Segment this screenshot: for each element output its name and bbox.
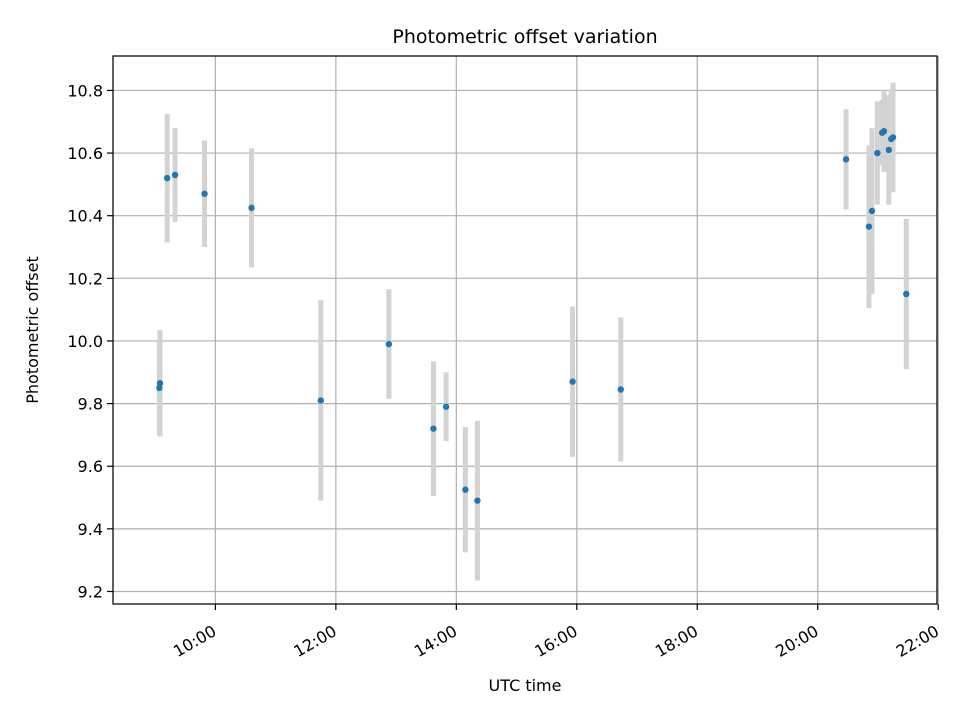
data-point: [248, 204, 255, 212]
data-point: [617, 386, 624, 393]
plot-frame: [112, 55, 938, 605]
y-tick-label: 10.6: [67, 144, 103, 163]
data-points: [156, 127, 910, 504]
data-point: [430, 425, 437, 432]
data-point: [317, 397, 325, 404]
y-tick-label: 9.6: [78, 457, 103, 476]
y-tick-label: 9.8: [78, 395, 103, 414]
data-point: [569, 378, 576, 385]
data-point: [385, 340, 393, 348]
data-point: [442, 403, 450, 410]
data-point: [462, 486, 469, 493]
grid: [113, 56, 939, 604]
plot-background: [113, 56, 937, 604]
data-point: [880, 127, 888, 135]
data-point: [156, 380, 164, 387]
data-point: [868, 207, 876, 215]
data-point: [885, 146, 893, 154]
data-point: [874, 149, 881, 157]
data-point: [474, 497, 481, 504]
y-tick-label: 10.4: [67, 207, 103, 226]
y-tick-label: 9.4: [78, 520, 103, 539]
data-point: [865, 223, 873, 230]
data-point: [889, 134, 897, 141]
data-point: [164, 174, 171, 182]
x-axis-label: UTC time: [489, 676, 562, 695]
data-point: [903, 290, 910, 298]
y-axis-ticks: 9.2 9.4 9.6 9.8 10.0 10.2 10.4 10.6 10.8: [67, 81, 113, 601]
y-tick-label: 10.8: [67, 81, 103, 100]
y-tick-label: 10.2: [67, 269, 103, 288]
y-axis-label: Photometric offset: [23, 256, 42, 404]
data-point: [156, 384, 163, 392]
y-tick-label: 10.0: [67, 332, 103, 351]
data-point: [201, 190, 208, 197]
data-point: [842, 156, 850, 163]
chart-title: Photometric offset variation: [392, 26, 657, 48]
data-point: [171, 171, 179, 179]
y-tick-label: 9.2: [78, 582, 103, 601]
